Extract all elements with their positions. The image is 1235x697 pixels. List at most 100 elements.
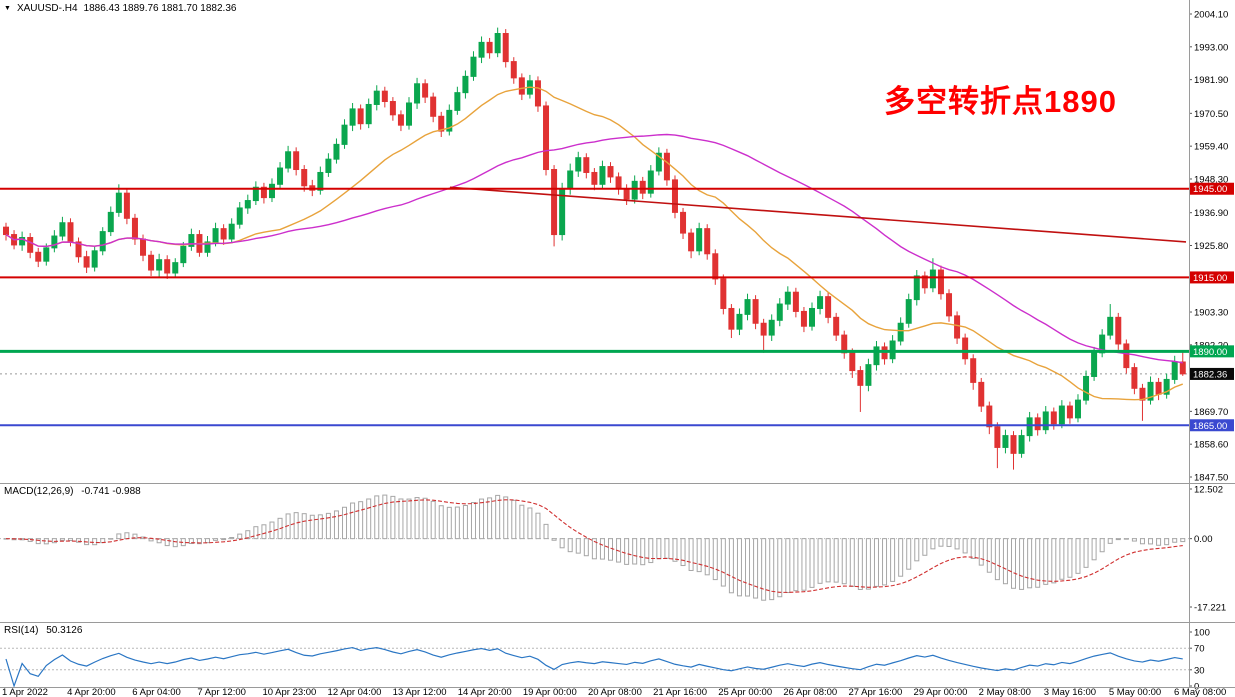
macd-histogram-bar: [551, 538, 557, 541]
macd-histogram-bar: [470, 502, 476, 540]
macd-histogram-bar: [1059, 538, 1065, 580]
time-axis-label: 1 Apr 2022: [2, 687, 48, 697]
candle-body: [833, 316, 840, 336]
price-axis-label: 1858.60: [1194, 440, 1228, 451]
candle-body: [131, 217, 138, 240]
macd-histogram-bar: [333, 510, 339, 540]
candle-body: [1147, 381, 1154, 401]
collapse-triangle-icon[interactable]: ▼: [4, 4, 11, 12]
macd-histogram-bar: [696, 538, 702, 573]
candle-body: [970, 358, 977, 383]
macd-histogram-bar: [156, 538, 162, 544]
candle-body: [325, 158, 332, 173]
candle-body: [268, 183, 275, 199]
price-tag: [1190, 271, 1234, 284]
macd-histogram-bar: [728, 538, 734, 594]
macd-histogram-bar: [213, 538, 219, 541]
macd-histogram-bar: [245, 530, 251, 540]
candle-body: [575, 157, 582, 172]
candle-body: [317, 171, 324, 191]
chart-title-bar: ▼ XAUUSD-.H4 1886.43 1889.76 1881.70 188…: [4, 3, 236, 14]
chart-annotation-text: 多空转折点1890: [884, 84, 1117, 119]
candle-body: [937, 269, 944, 295]
macd-panel: 12.502 0.00 -17.221: [0, 485, 1226, 614]
price-tag-label: 1882.36: [1193, 369, 1227, 380]
macd-values: -0.741 -0.988: [81, 486, 141, 497]
rsi-axis-label: 100: [1194, 628, 1210, 639]
candle-body: [671, 179, 678, 213]
macd-histogram-bar: [325, 512, 331, 540]
candle-body: [1115, 316, 1122, 345]
macd-histogram-bar: [624, 538, 630, 565]
candle-body: [462, 75, 469, 94]
macd-histogram-bar: [688, 538, 694, 571]
candle-body: [1042, 411, 1049, 431]
macd-histogram-bar: [857, 538, 863, 590]
candle-body: [962, 337, 969, 360]
macd-axis-label: -17.221: [1194, 603, 1226, 614]
macd-histogram-bar: [382, 494, 388, 540]
candle-body: [631, 180, 638, 200]
price-axis-label: 1869.70: [1194, 407, 1228, 418]
rsi-line: [5, 646, 1183, 688]
macd-histogram-bar: [1139, 538, 1145, 545]
candles-series: [3, 27, 1186, 470]
price-axis-label: 1903.30: [1194, 308, 1228, 319]
descending-trendline[interactable]: [449, 186, 1187, 243]
candle-body: [115, 192, 122, 213]
macd-histogram-bar: [51, 538, 57, 544]
candle-body: [123, 192, 130, 219]
symbol-timeframe-label: XAUUSD-.H4: [16, 3, 78, 14]
candle-body: [696, 228, 703, 252]
candle-body: [639, 180, 646, 194]
candle-body: [1131, 367, 1138, 389]
rsi-value: 50.3126: [46, 625, 83, 636]
macd-histogram-bar: [293, 512, 299, 540]
candle-body: [236, 207, 243, 225]
macd-histogram-bar: [422, 497, 428, 540]
macd-histogram-bar: [777, 538, 783, 598]
macd-histogram-bar: [164, 538, 170, 547]
macd-histogram-bar: [769, 538, 775, 601]
candle-body: [1107, 316, 1114, 336]
candle-body: [244, 200, 251, 209]
macd-histogram-bar: [317, 514, 323, 540]
price-axis-label: 1948.30: [1194, 174, 1228, 185]
macd-histogram-bar: [938, 538, 944, 547]
price-tag: [1190, 419, 1234, 432]
price-axis[interactable]: 2004.10 1993.00 1981.90 1970.50 1959.40 1948.…: [1189, 10, 1234, 484]
time-axis-label: 3 May 16:00: [1044, 687, 1096, 697]
macd-histogram-bar: [35, 538, 41, 545]
macd-histogram-bar: [753, 538, 759, 599]
macd-histogram-bar: [527, 507, 533, 540]
macd-histogram-bar: [849, 538, 855, 587]
candle-body: [19, 237, 26, 246]
ma-line-50: [5, 133, 1183, 364]
macd-histogram-bar: [487, 497, 493, 540]
candle-body: [59, 222, 66, 237]
time-axis-label: 20 Apr 08:00: [588, 687, 642, 697]
candle-body: [857, 370, 864, 386]
macd-histogram-bar: [1019, 538, 1025, 590]
macd-histogram-bar: [1027, 538, 1033, 589]
macd-histogram-bar: [1123, 538, 1129, 540]
candle-body: [397, 114, 404, 126]
candle-body: [470, 56, 477, 77]
candle-body: [792, 291, 799, 312]
macd-histogram-bar: [1051, 538, 1057, 584]
macd-histogram-bar: [567, 538, 573, 553]
price-tag: [1190, 182, 1234, 195]
candle-body: [510, 61, 517, 79]
candle-body: [534, 80, 541, 107]
time-axis[interactable]: 1 Apr 2022 4 Apr 20:00 6 Apr 04:00 7 Apr 12…: [2, 687, 1226, 697]
macd-histogram-bar: [116, 533, 122, 540]
candle-body: [1026, 417, 1033, 437]
candle-body: [341, 124, 348, 145]
candle-body: [1123, 343, 1130, 369]
time-axis-label: 6 May 08:00: [1174, 687, 1226, 697]
macd-histogram-bar: [664, 538, 670, 559]
price-axis-label: 1847.50: [1194, 473, 1228, 484]
rsi-axis-label: 30: [1194, 665, 1205, 676]
